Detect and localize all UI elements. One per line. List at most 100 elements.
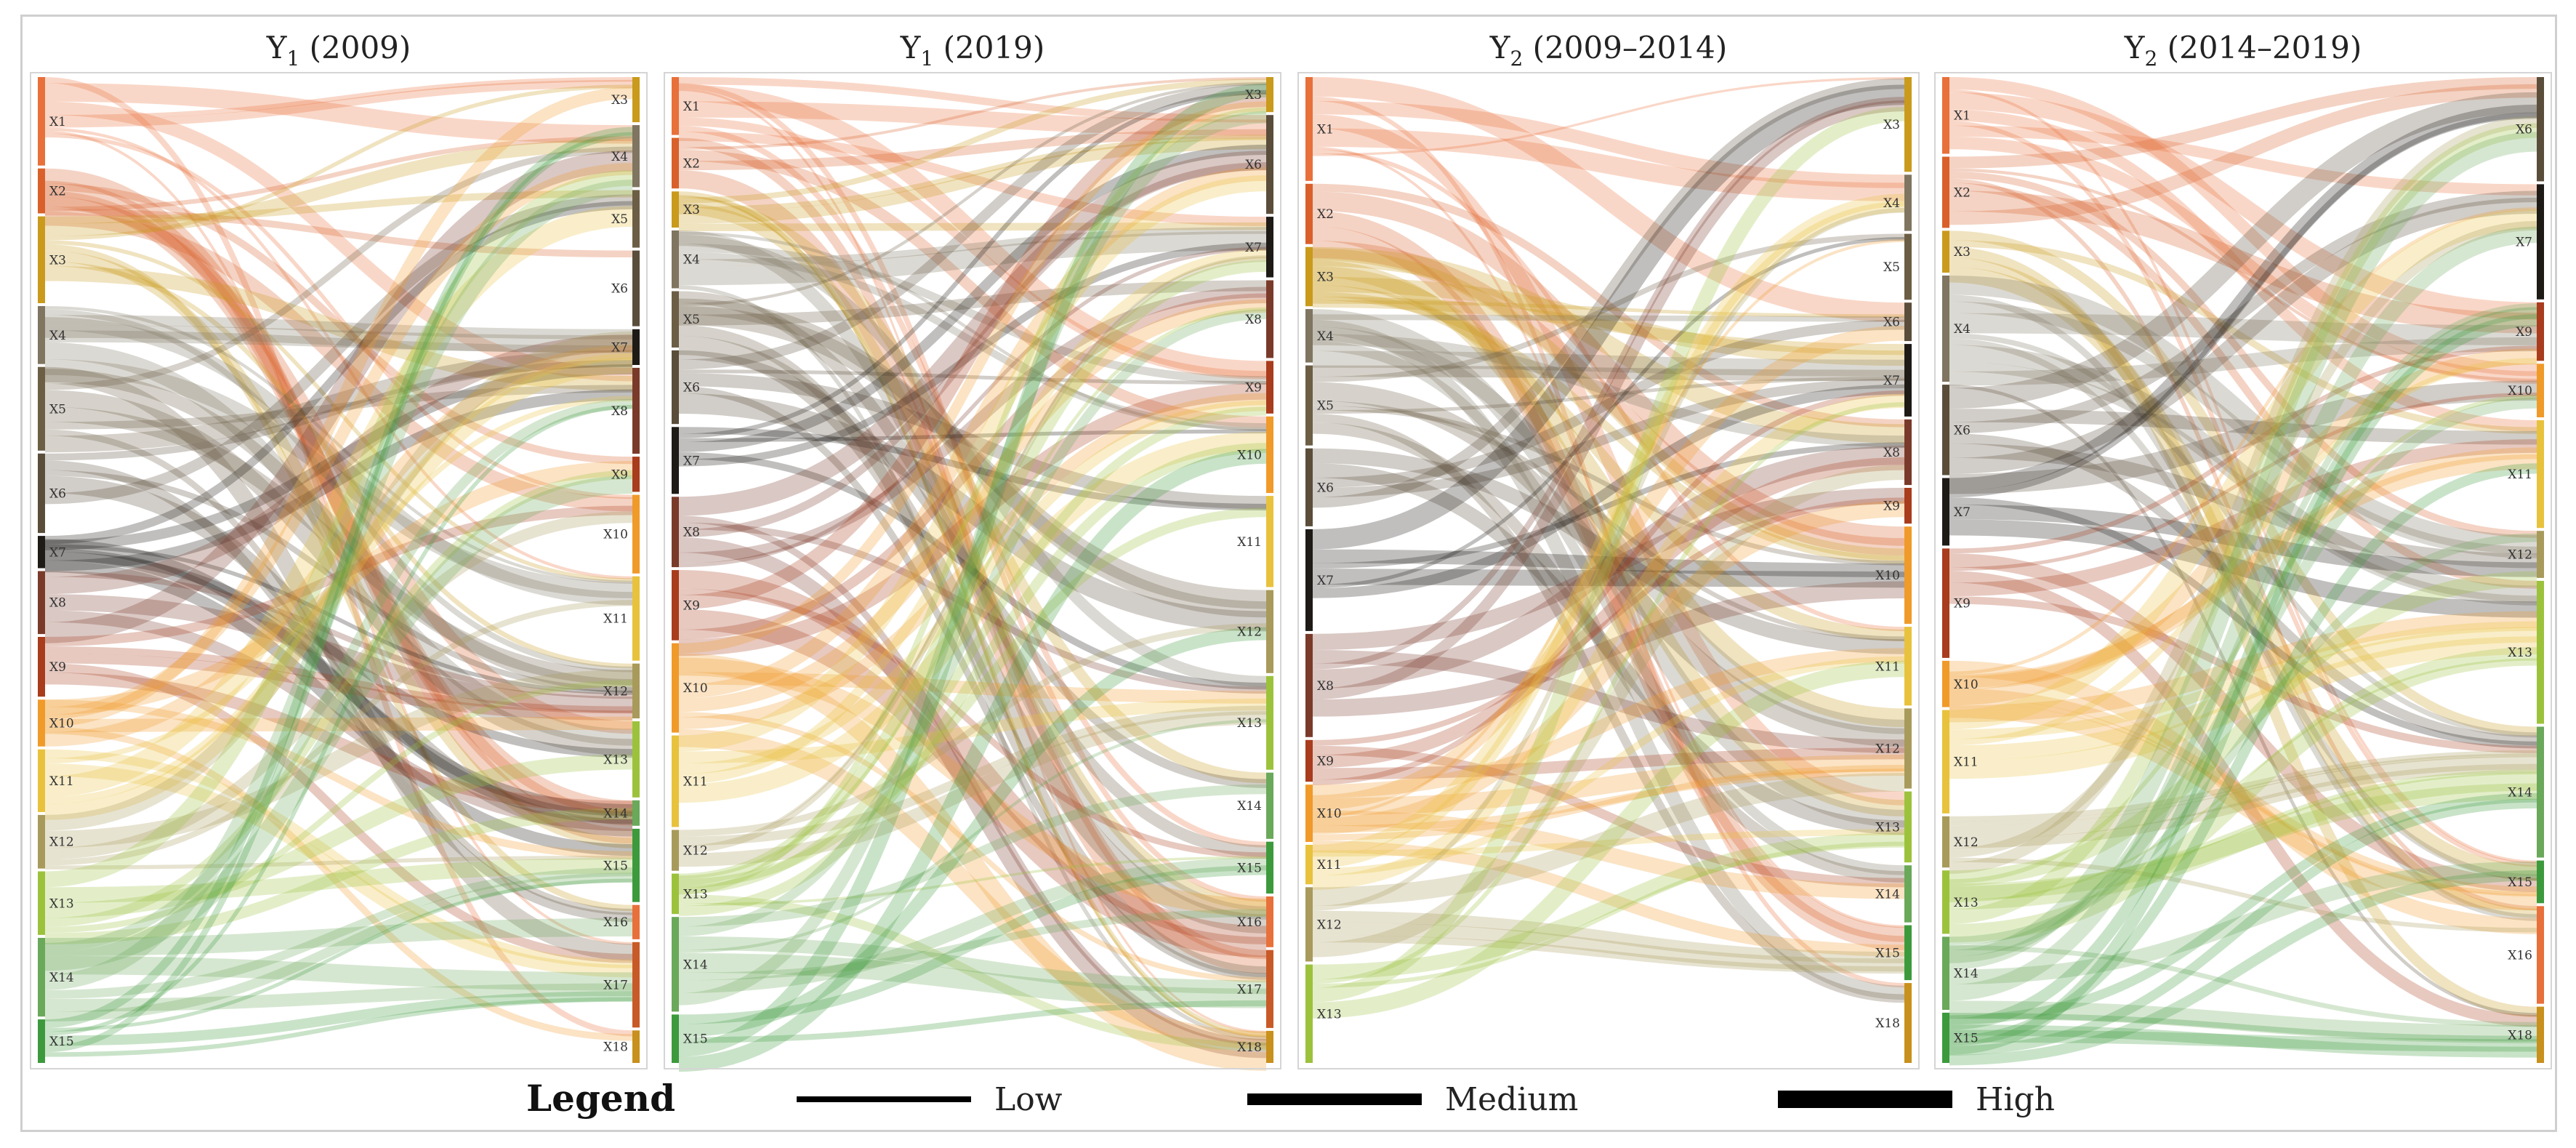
flow-link-X7-X15 <box>44 560 633 856</box>
right-node-label: X10 <box>603 528 628 542</box>
flow-link-X6-X7 <box>1949 197 2537 474</box>
flow-link-X1-X4 <box>1312 100 1905 188</box>
flow-link-X6-X14 <box>44 475 633 837</box>
flow-link-X14-X3 <box>678 111 1267 1005</box>
panel-title: Y2 (2014–2019) <box>2124 30 2362 71</box>
flow-link-X11-X8 <box>44 396 633 764</box>
flow-link-X6-X17 <box>678 386 1267 980</box>
flow-link-X15-X18 <box>1949 1012 2537 1042</box>
flow-link-X15-X15 <box>1949 870 2537 1066</box>
right-node-x14 <box>2537 726 2544 858</box>
flow-link-X4-X9 <box>1949 313 2537 345</box>
flow-link-X1-X6 <box>1312 77 1905 322</box>
flow-link-X5-X12 <box>678 298 1267 618</box>
left-node-label: X13 <box>49 896 74 911</box>
flow-link-X6-X3 <box>1312 78 1905 508</box>
flow-link-X7-X8 <box>1312 442 1905 569</box>
flow-link-X5-X18 <box>1312 414 1905 1003</box>
right-node-label: X15 <box>1875 946 1900 960</box>
flow-link-X4-X11 <box>44 306 633 584</box>
flow-link-X10-X18 <box>44 726 633 1041</box>
left-node-x11 <box>1942 710 1949 814</box>
flow-link-X6-X11 <box>678 373 1267 510</box>
flow-link-X3-X3 <box>678 79 1267 204</box>
left-node-label: X12 <box>683 844 708 859</box>
flow-link-X4-X13 <box>44 342 633 746</box>
flow-link-X10-X12 <box>1312 765 1905 841</box>
flow-link-X7-X5 <box>1312 236 1905 589</box>
flow-link-X3-X3 <box>44 84 633 241</box>
flow-link-X15-X9 <box>1949 314 2537 1055</box>
right-node-x16 <box>632 904 640 939</box>
right-node-x15 <box>1266 841 1273 894</box>
right-node-label: X9 <box>2516 325 2532 340</box>
right-node-x17 <box>1266 950 1273 1028</box>
flow-link-X11-X4 <box>1312 193 1905 858</box>
right-node-x6 <box>632 250 640 326</box>
left-node-x15 <box>38 1019 45 1063</box>
flow-link-X12-X10 <box>44 511 633 860</box>
flow-link-X9-X9 <box>678 382 1267 657</box>
right-node-label: X3 <box>611 93 628 108</box>
flow-link-X15-X15 <box>678 865 1267 1024</box>
left-node-x6 <box>1942 385 1949 475</box>
flow-link-X13-X13 <box>1312 832 1905 979</box>
flow-link-X9-X10 <box>44 505 633 646</box>
flow-link-X6-X13 <box>1312 463 1905 835</box>
flow-link-X4-X18 <box>1312 319 1905 1000</box>
flow-link-X7-X10 <box>1312 549 1905 577</box>
right-node-label: X13 <box>1237 716 1262 731</box>
flow-link-X4-X12 <box>1312 326 1905 734</box>
flow-link-X9-X3 <box>678 92 1267 609</box>
flow-link-X1-X13 <box>1312 114 1905 806</box>
flow-link-X10-X15 <box>1949 697 2537 897</box>
flow-link-X15-X4 <box>44 127 633 1028</box>
flow-link-X11-X11 <box>1312 656 1905 876</box>
flow-link-X1-X15 <box>678 126 1267 848</box>
left-node-label: X4 <box>1317 329 1334 344</box>
flow-link-X8-X7 <box>44 334 633 595</box>
left-node-label: X9 <box>1954 597 1971 611</box>
flow-link-X15-X4 <box>44 132 633 1053</box>
flow-link-X14-X17 <box>678 936 1267 995</box>
right-node-label: X16 <box>1237 915 1262 930</box>
left-node-x10 <box>1305 784 1313 842</box>
flow-link-X14-X16 <box>678 909 1267 981</box>
flow-link-X14-X9 <box>1949 303 2537 963</box>
flow-link-X13-X14 <box>1949 772 2537 910</box>
flow-link-X8-X8 <box>1312 446 1905 689</box>
flow-link-X13-X6 <box>1949 123 2537 925</box>
left-node-x12 <box>38 814 45 869</box>
flow-link-X14-X12 <box>1949 533 2537 945</box>
flow-link-X1-X4 <box>1312 128 1905 201</box>
flow-link-X14-X8 <box>44 398 633 953</box>
left-node-x2 <box>38 168 45 214</box>
flow-link-X5-X17 <box>678 324 1267 978</box>
right-node-x15 <box>632 828 640 902</box>
right-node-label: X12 <box>2508 548 2532 563</box>
flow-link-X9-X16 <box>678 609 1267 958</box>
flow-link-X3-X18 <box>678 195 1267 1037</box>
flow-link-X9-X11 <box>1949 439 2537 597</box>
right-node-x13 <box>1904 791 1912 863</box>
flow-link-X2-X4 <box>44 136 633 212</box>
left-node-x13 <box>1305 964 1313 1063</box>
right-node-label: X17 <box>603 979 628 993</box>
flow-link-X8-X3 <box>1312 100 1905 700</box>
flow-link-X9-X12 <box>44 646 633 714</box>
flow-link-X4-X15 <box>1949 338 2537 881</box>
flow-link-X11-X7 <box>44 357 633 820</box>
right-node-label: X14 <box>1237 799 1262 814</box>
left-node-x1 <box>672 77 679 135</box>
flow-link-X10-X18 <box>678 728 1267 1049</box>
flow-link-X4-X14 <box>1312 341 1905 875</box>
flow-link-X2-X6 <box>1949 76 2537 169</box>
flow-link-X15-X3 <box>678 83 1267 1057</box>
flow-link-X14-X18 <box>1949 1000 2537 1043</box>
flow-link-X1-X11 <box>1949 109 2537 432</box>
right-node-x10 <box>2537 364 2544 417</box>
flow-link-X12-X15 <box>44 855 633 870</box>
right-node-label: X9 <box>1883 499 1900 514</box>
flow-link-X10-X12 <box>44 716 633 733</box>
flow-link-X13-X9 <box>44 470 633 927</box>
